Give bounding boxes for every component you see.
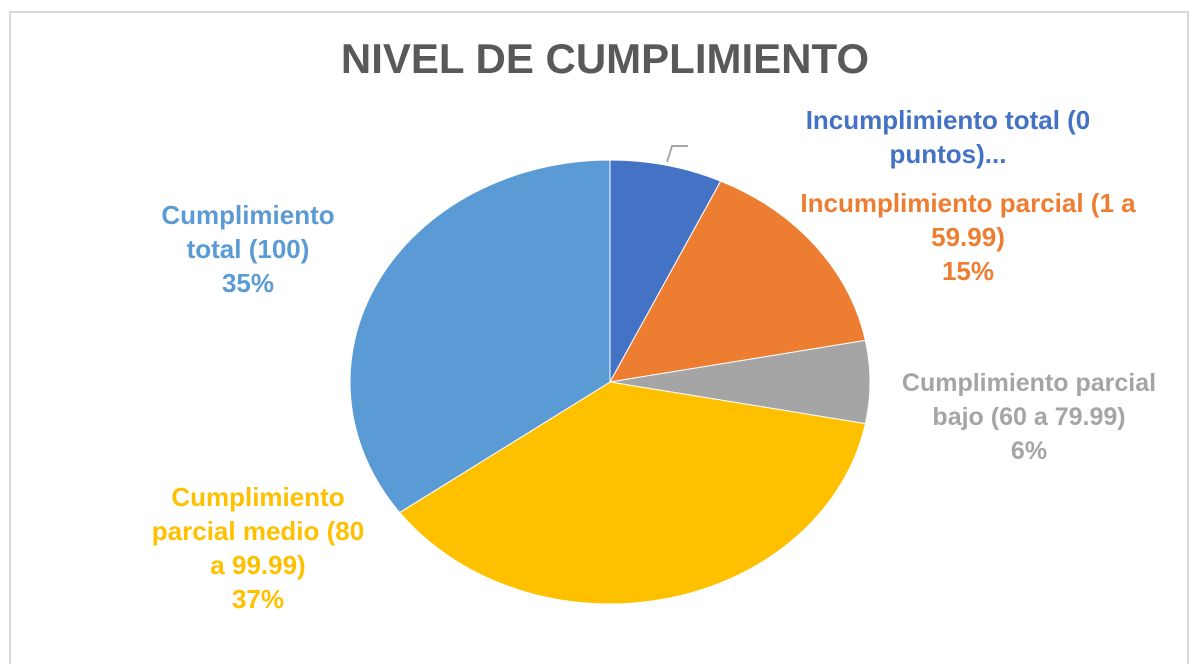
category-label: Cumplimiento parcial bajo (60 a 79.99) <box>901 369 1157 431</box>
chart-title: NIVEL DE CUMPLIMIENTO <box>341 35 869 82</box>
data-label: Cumplimiento total (100) 35% <box>138 198 358 300</box>
category-label: Cumplimiento parcial medio (80 a 99.99) <box>151 482 365 580</box>
data-label: Cumplimiento parcial bajo (60 a 79.99) 6% <box>890 366 1168 468</box>
chart-frame <box>9 11 1189 664</box>
leader-line <box>666 145 688 163</box>
percent-label: 35% <box>221 268 275 298</box>
data-label: Incumplimiento parcial (1 a 59.99) 15% <box>768 186 1168 288</box>
pie-slice <box>609 180 866 383</box>
pie-slice <box>349 159 611 514</box>
percent-label: 15% <box>941 256 995 286</box>
pie-slice <box>609 159 722 383</box>
pie-slice <box>398 381 866 605</box>
category-label: Cumplimiento total (100) <box>161 200 335 264</box>
percent-label: 37% <box>231 584 285 614</box>
category-label: Incumplimiento total (0 puntos)... <box>805 105 1091 169</box>
category-label: Incumplimiento parcial (1 a 59.99) <box>800 188 1136 252</box>
percent-label: 6% <box>1010 437 1048 465</box>
data-label: Cumplimiento parcial medio (80 a 99.99) 3… <box>148 480 368 616</box>
data-label: Incumplimiento total (0 puntos)... <box>748 103 1148 171</box>
